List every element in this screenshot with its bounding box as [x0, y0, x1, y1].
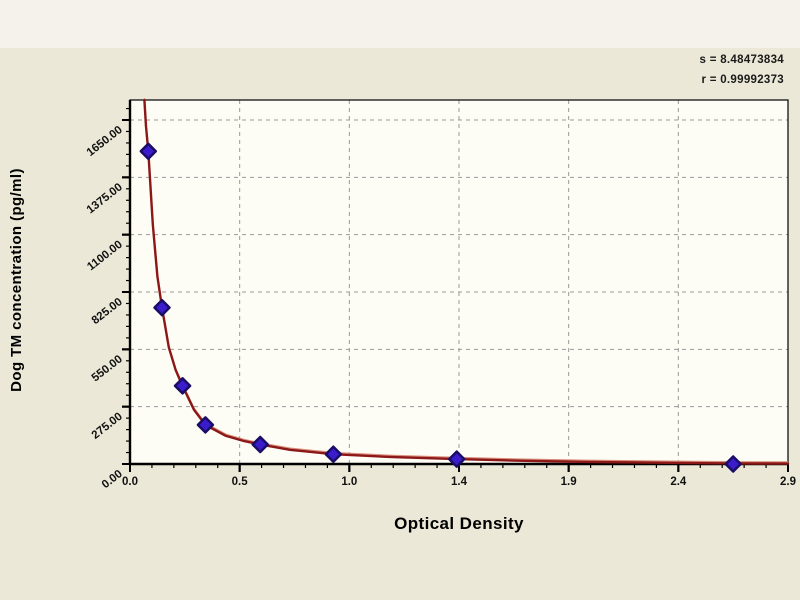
- plot-area: [130, 100, 788, 464]
- y-tick-label: 825.00: [90, 296, 125, 327]
- x-tick-label: 1.4: [451, 476, 468, 488]
- y-tick-label: 1375.00: [85, 181, 125, 216]
- top-band: [0, 0, 800, 48]
- x-tick-label: 1.0: [341, 476, 357, 488]
- data-point-marker: [251, 435, 269, 454]
- fit-stat-s: s = 8.48473834: [699, 54, 784, 66]
- x-tick-label: 2.4: [670, 476, 687, 488]
- fit-stat-r: r = 0.99992373: [701, 74, 784, 86]
- y-tick-label: 1100.00: [85, 239, 125, 274]
- fit-statistics: s = 8.48473834 r = 0.99992373: [700, 50, 784, 90]
- data-point-marker: [447, 450, 466, 468]
- y-tick-label: 550.00: [90, 353, 125, 384]
- x-tick-label: 0.5: [232, 476, 249, 488]
- data-point-marker: [724, 455, 742, 473]
- data-point-marker: [196, 416, 215, 434]
- fitted-curve: [143, 98, 790, 465]
- y-tick-label: 1650.00: [85, 124, 125, 159]
- y-tick-label: 275.00: [90, 411, 125, 442]
- data-point-marker: [139, 142, 158, 161]
- x-tick-label: 2.9: [780, 476, 796, 488]
- data-point-marker: [173, 377, 192, 395]
- x-tick-label: 1.9: [561, 476, 577, 488]
- data-point-marker: [324, 445, 343, 463]
- x-tick-label: 0.0: [122, 476, 138, 488]
- data-point-marker: [153, 298, 171, 317]
- x-axis-title: Optical Density: [394, 514, 524, 533]
